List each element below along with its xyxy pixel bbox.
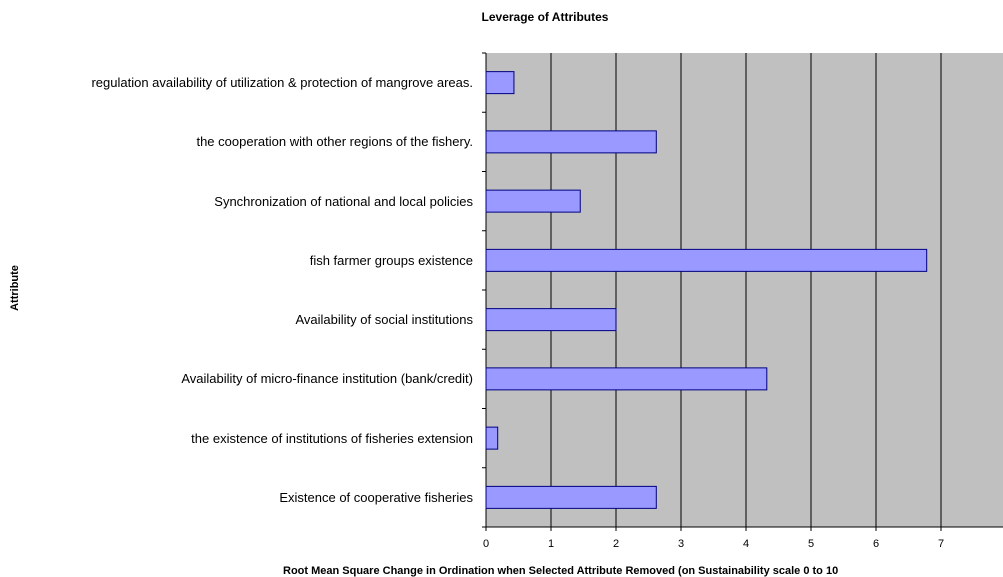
category-label-box: Synchronization of national and local po…: [3, 181, 473, 221]
y-tick-label: Availability of micro-finance institutio…: [181, 371, 473, 387]
x-tick-label: 4: [743, 538, 749, 550]
bar: [485, 189, 581, 213]
category-label-box: Availability of micro-finance institutio…: [3, 359, 473, 399]
bar: [485, 367, 768, 391]
bar: [485, 485, 657, 509]
bar: [485, 130, 657, 154]
category-label-box: Availability of social institutions: [3, 300, 473, 340]
y-tick-label: regulation availability of utilization &…: [91, 75, 473, 91]
bar: [485, 426, 499, 450]
bar: [485, 248, 928, 272]
y-tick-label: Existence of cooperative fisheries: [279, 489, 473, 505]
x-axis-title: Root Mean Square Change in Ordination wh…: [283, 565, 838, 577]
y-tick-label: the cooperation with other regions of th…: [196, 134, 473, 150]
y-tick-label: Synchronization of national and local po…: [214, 193, 473, 209]
chart-title: Leverage of Attributes: [482, 10, 609, 24]
category-label-box: the existence of institutions of fisheri…: [3, 418, 473, 458]
x-tick-label: 3: [678, 538, 684, 550]
category-label-box: regulation availability of utilization &…: [3, 63, 473, 103]
category-label-box: Existence of cooperative fisheries: [3, 477, 473, 517]
y-tick-label: the existence of institutions of fisheri…: [191, 430, 473, 446]
x-tick-label: 5: [808, 538, 814, 550]
category-label-box: fish farmer groups existence: [3, 240, 473, 280]
y-tick-label: Availability of social institutions: [295, 312, 473, 328]
x-tick-label: 7: [938, 538, 944, 550]
x-tick-label: 1: [548, 538, 554, 550]
y-axis-title: Attribute: [9, 265, 21, 311]
plot-area: [486, 53, 1003, 527]
y-tick-label: fish farmer groups existence: [309, 252, 473, 268]
x-tick-label: 2: [613, 538, 619, 550]
bar: [485, 308, 617, 332]
category-label-box: the cooperation with other regions of th…: [3, 122, 473, 162]
x-tick-label: 0: [483, 538, 489, 550]
bar: [485, 71, 515, 95]
x-tick-label: 6: [873, 538, 879, 550]
